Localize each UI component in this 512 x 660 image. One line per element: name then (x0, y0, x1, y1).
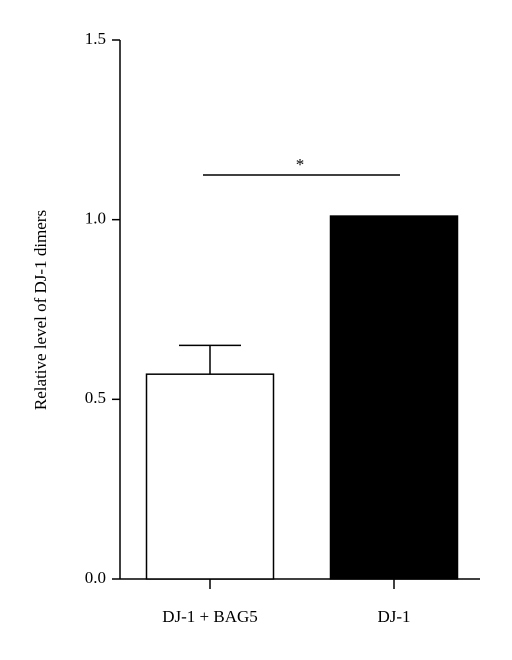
x-tick-label: DJ-1 (377, 607, 410, 626)
bar (145, 373, 275, 580)
error-bar (179, 344, 241, 375)
y-axis-label: Relative level of DJ-1 dimers (31, 210, 50, 410)
y-tick-label: 0.0 (85, 568, 106, 587)
bar (329, 215, 459, 580)
significance-marker: * (296, 155, 305, 174)
x-tick-label: DJ-1 + BAG5 (162, 607, 258, 626)
y-tick-label: 1.5 (85, 29, 106, 48)
y-tick-label: 0.5 (85, 388, 106, 407)
y-tick-label: 1.0 (85, 209, 106, 228)
